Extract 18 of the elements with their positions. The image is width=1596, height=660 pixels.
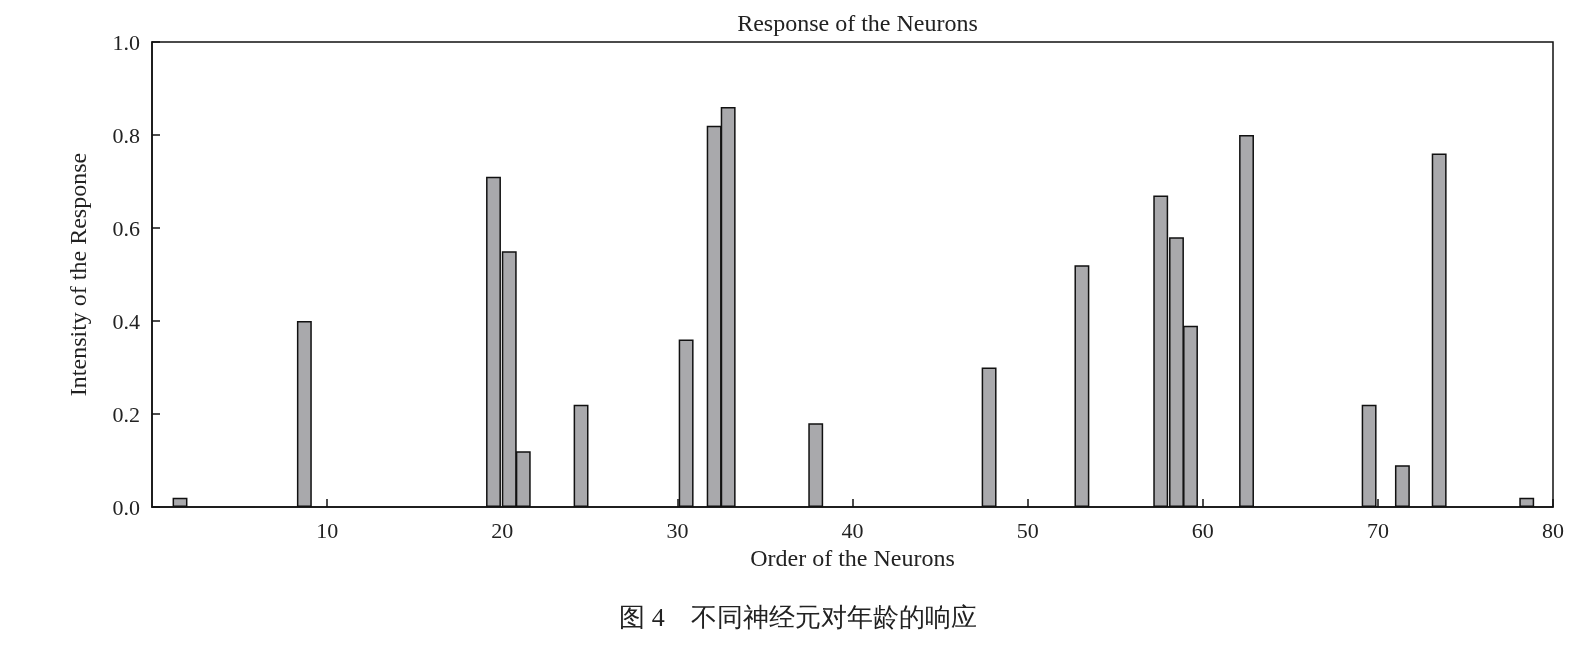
y-tick-label: 1.0 — [112, 29, 140, 55]
chart-title: Response of the Neurons — [737, 10, 978, 36]
x-tick-label: 40 — [841, 517, 864, 543]
caption: 图 4 不同神经元对年龄的响应 — [619, 602, 977, 632]
y-tick-label: 0.8 — [112, 122, 140, 148]
x-tick-label: 70 — [1366, 517, 1389, 543]
y-tick-label: 0.0 — [112, 494, 140, 520]
y-tick-label: 0.2 — [112, 401, 140, 427]
x-tick-label: 60 — [1191, 517, 1214, 543]
x-axis-title: Order of the Neurons — [750, 544, 955, 571]
x-tick-label: 10 — [316, 517, 339, 543]
y-tick-label: 0.6 — [112, 215, 140, 241]
y-axis-title: Intensity of the Response — [65, 152, 91, 397]
x-tick-label: 80 — [1542, 517, 1564, 543]
x-tick-label: 50 — [1016, 517, 1039, 543]
x-tick-label: 30 — [666, 517, 689, 543]
y-tick-label: 0.4 — [112, 308, 140, 334]
x-tick-label: 20 — [491, 517, 514, 543]
